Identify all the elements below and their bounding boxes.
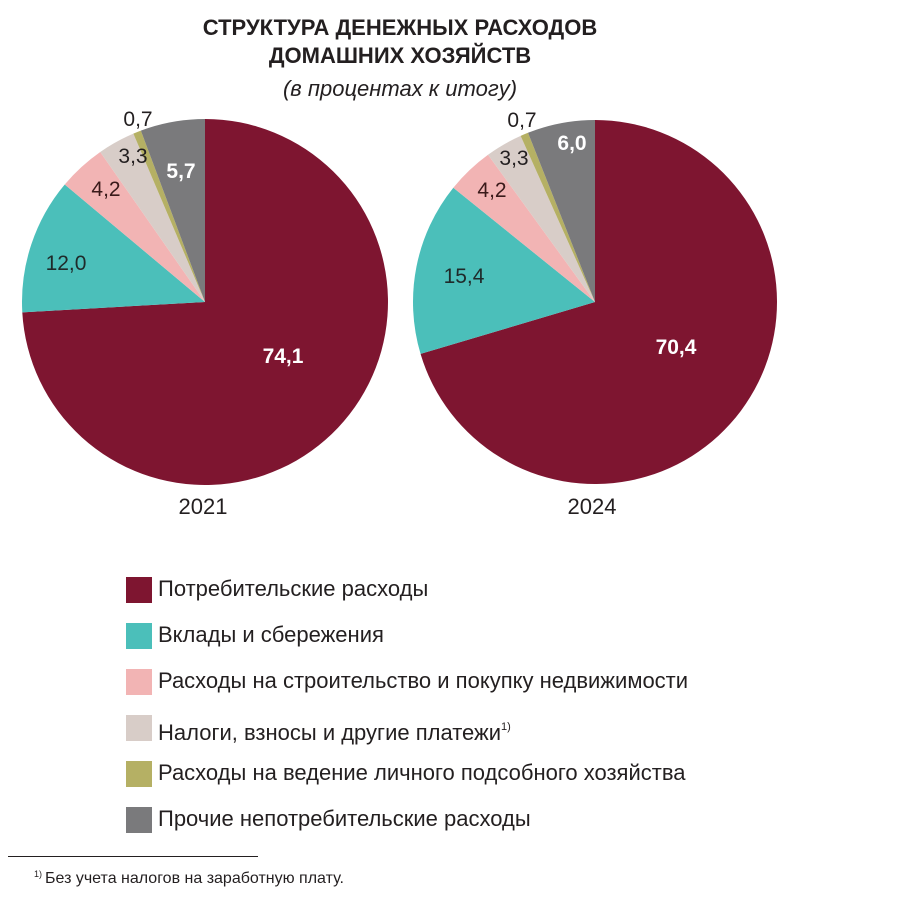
pie-chart-2021: 74,1 12,0 4,2 3,3 0,7 5,7 (21, 108, 388, 485)
legend: Потребительские расходы Вклады и сбереже… (126, 574, 688, 850)
legend-label: Прочие непотребительские расходы (158, 806, 531, 831)
chart-title-line-1: СТРУКТУРА ДЕНЕЖНЫХ РАСХОДОВ (202, 15, 598, 40)
chart-subtitle: (в процентах к итогу) (282, 76, 518, 101)
legend-item-subsidiary-farming: Расходы на ведение личного подсобного хо… (126, 758, 688, 804)
legend-swatch (126, 669, 152, 695)
pie-chart-2024: 70,4 15,4 4,2 3,3 0,7 6,0 (413, 109, 778, 484)
slice-value-label: 74,1 (263, 345, 304, 368)
slice-value-label: 3,3 (499, 147, 528, 170)
legend-swatch (126, 623, 152, 649)
legend-swatch (126, 577, 152, 603)
slice-value-label: 6,0 (557, 132, 586, 155)
legend-item-consumer: Потребительские расходы (126, 574, 688, 620)
pie-slice (413, 187, 595, 354)
pie-slice (520, 132, 595, 302)
footnote-marker: 1) (501, 721, 511, 733)
legend-label: Налоги, взносы и другие платежи1) (158, 720, 511, 745)
pie-slice (64, 151, 205, 302)
legend-swatch (126, 761, 152, 787)
legend-swatch (126, 807, 152, 833)
legend-item-taxes: Налоги, взносы и другие платежи1) (126, 712, 688, 758)
slice-value-label: 0,7 (507, 109, 536, 132)
legend-label: Расходы на ведение личного подсобного хо… (158, 760, 686, 785)
footnote-marker: 1) (34, 869, 43, 879)
legend-item-real-estate: Расходы на строительство и покупку недви… (126, 666, 688, 712)
legend-item-savings: Вклады и сбережения (126, 620, 688, 666)
slice-value-label: 15,4 (444, 265, 485, 288)
legend-label: Вклады и сбережения (158, 622, 384, 647)
chart-title-line-2: ДОМАШНИХ ХОЗЯЙСТВ (268, 43, 532, 68)
legend-label: Расходы на строительство и покупку недви… (158, 668, 689, 693)
year-label-2021: 2021 (178, 494, 228, 519)
pie-slice (140, 119, 205, 302)
legend-label: Потребительские расходы (158, 576, 429, 601)
pie-slice (22, 119, 388, 485)
pie-slice (133, 130, 205, 302)
slice-value-label: 4,2 (91, 178, 120, 201)
slice-value-label: 5,7 (166, 160, 195, 183)
footnote: 1) Без учета налогов на заработную плату. (34, 864, 344, 889)
slice-value-label: 12,0 (46, 252, 87, 275)
legend-swatch (126, 715, 152, 741)
slice-value-label: 4,2 (477, 179, 506, 202)
slice-value-label: 3,3 (118, 145, 147, 168)
pie-slice (528, 119, 595, 302)
pie-slice (21, 184, 206, 313)
footnote-text: Без учета налогов на заработную плату. (45, 870, 344, 887)
year-label-2024: 2024 (567, 494, 617, 519)
footnote-divider (8, 856, 258, 857)
slice-value-label: 0,7 (123, 108, 152, 131)
slice-value-label: 70,4 (656, 336, 697, 359)
pie-slice (420, 120, 778, 484)
pie-slice (453, 154, 595, 302)
legend-item-other: Прочие непотребительские расходы (126, 804, 688, 850)
pie-slice (488, 135, 595, 302)
pie-slice (100, 133, 205, 302)
